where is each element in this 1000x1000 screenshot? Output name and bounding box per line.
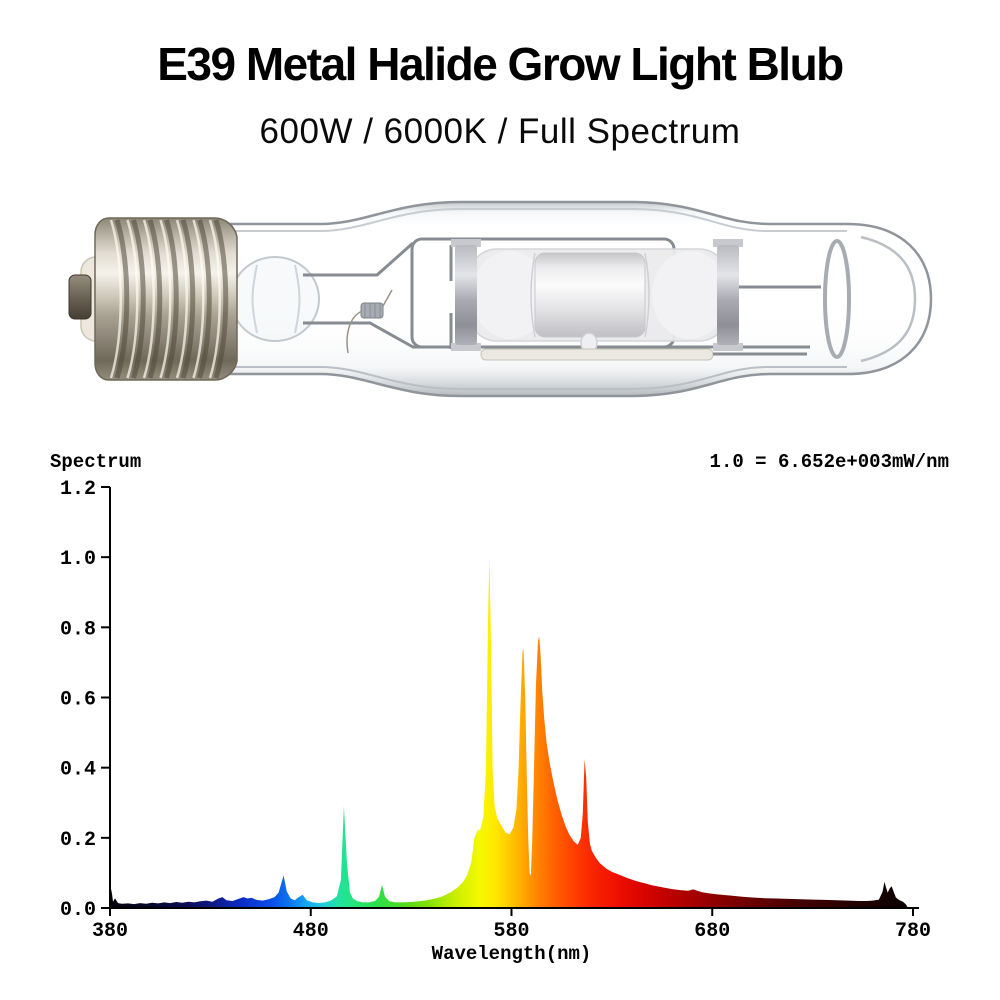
arc-tube <box>451 239 743 354</box>
metal-halide-bulb-icon <box>68 200 933 398</box>
getter <box>346 289 393 354</box>
y-tick-label: 0.6 <box>60 689 96 712</box>
x-tick-label: 380 <box>92 920 128 943</box>
y-tick-label: 0.2 <box>60 829 96 852</box>
x-axis-label: Wavelength(nm) <box>432 943 592 965</box>
y-tick-label: 0.0 <box>60 899 96 922</box>
clamp-right <box>717 245 739 345</box>
base-threads <box>109 219 229 379</box>
y-tick-label: 0.4 <box>60 759 96 782</box>
y-tick-label: 0.8 <box>60 618 96 641</box>
x-tick-label: 480 <box>293 920 329 943</box>
dome-support-loop <box>823 239 851 359</box>
x-tick-label: 580 <box>493 920 529 943</box>
glass-outline <box>225 200 933 398</box>
clamp-left <box>455 245 477 345</box>
dome-inner-rim <box>860 235 917 363</box>
bulb-internals <box>230 237 851 359</box>
scale-note: 1.0 = 6.652e+003mW/nm <box>710 451 949 473</box>
y-tick-label: 1.0 <box>60 548 96 571</box>
page-subtitle: 600W / 6000K / Full Spectrum <box>259 112 741 152</box>
spectrum-area <box>110 557 908 908</box>
chart-title: Spectrum <box>50 451 141 473</box>
base-tip-contact <box>68 274 92 320</box>
y-tick-label: 1.2 <box>60 478 96 501</box>
x-tick-label: 780 <box>895 920 931 943</box>
e39-screw-base <box>68 217 238 381</box>
support-wire-top <box>303 241 414 277</box>
support-wire-bottom <box>303 321 414 349</box>
product-photo <box>65 193 935 405</box>
x-tick-label: 680 <box>694 920 730 943</box>
page-title: E39 Metal Halide Grow Light Blub <box>157 38 844 90</box>
